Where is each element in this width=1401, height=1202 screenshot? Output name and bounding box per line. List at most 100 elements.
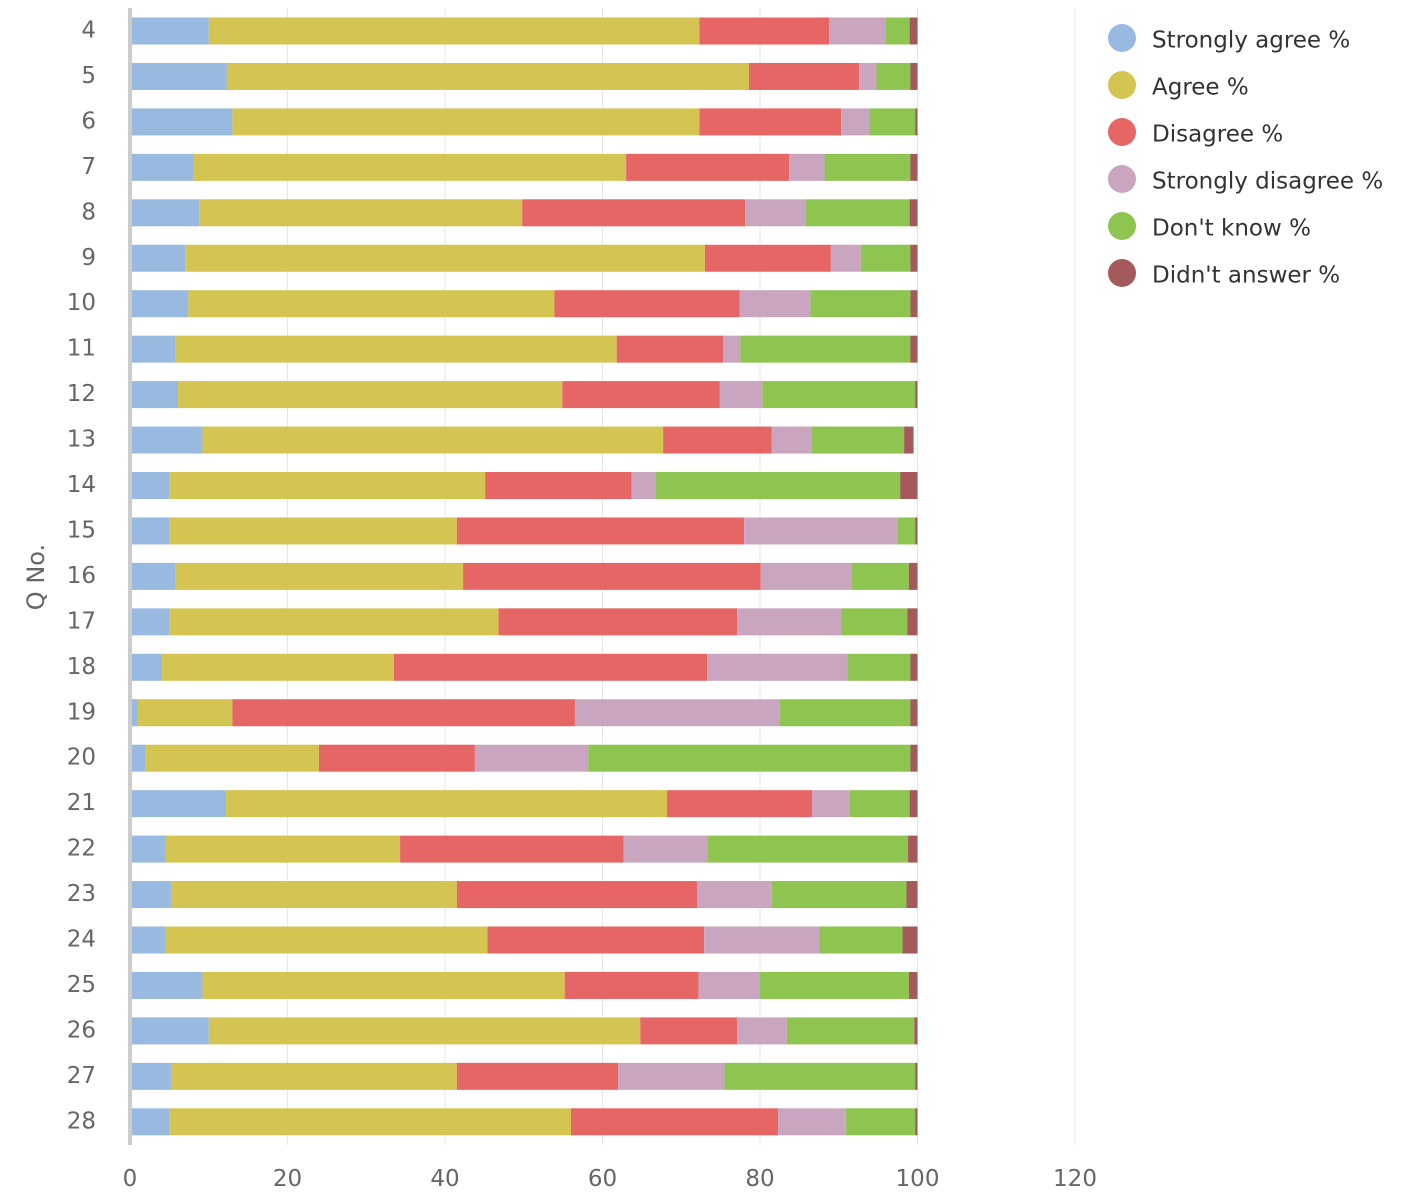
bar-segment — [908, 971, 918, 999]
bar-segment — [810, 290, 911, 318]
bar-segment — [487, 926, 705, 954]
x-tick-label: 100 — [896, 1166, 940, 1192]
bar-segment — [876, 62, 911, 90]
bar-segment — [161, 653, 394, 681]
bar-segment — [130, 1108, 170, 1136]
bar-segment — [145, 744, 319, 772]
bar-segment — [744, 517, 898, 545]
bar-segment — [841, 608, 908, 636]
bar-segment — [762, 381, 916, 409]
bar-segment — [739, 290, 811, 318]
bar-segment — [175, 335, 617, 363]
bar-segment — [902, 926, 918, 954]
bar-segment — [165, 926, 488, 954]
bar-segment — [699, 17, 830, 45]
bar-segment — [897, 517, 916, 545]
bar-segment — [208, 17, 700, 45]
bar-segment — [886, 17, 910, 45]
bar-segment — [319, 744, 475, 772]
y-tick-label: 7 — [81, 154, 96, 180]
bar-segment — [137, 699, 233, 727]
bar-segment — [485, 472, 632, 499]
bar-segment — [915, 108, 918, 136]
y-tick-label: 23 — [67, 881, 96, 907]
bar-segment — [910, 244, 918, 272]
bar-segment — [130, 153, 193, 181]
legend-marker — [1108, 259, 1136, 287]
y-tick-label: 6 — [81, 108, 96, 134]
bar-segment — [719, 381, 763, 409]
bar-segment — [737, 1017, 787, 1045]
bar-segment — [771, 426, 812, 454]
bar-segment — [175, 562, 464, 590]
y-tick-label: 12 — [67, 381, 96, 407]
bar-segment — [130, 1017, 209, 1045]
bar-segment — [130, 835, 166, 863]
bar-segment — [393, 653, 708, 681]
legend: Strongly agree % Agree % Disagree % Strongl… — [1108, 24, 1383, 289]
bar-segment — [811, 426, 905, 454]
y-tick-label: 8 — [81, 199, 96, 225]
y-tick-label: 13 — [67, 427, 96, 453]
bar-segment — [130, 290, 189, 318]
y-tick-label: 14 — [67, 472, 96, 498]
bar-segment — [909, 790, 918, 818]
bar-segment — [188, 290, 555, 318]
bar-segment — [232, 108, 700, 136]
legend-label: Agree % — [1152, 75, 1249, 101]
bar-segment — [771, 881, 907, 909]
bar-segment — [859, 62, 877, 90]
legend-marker — [1108, 71, 1136, 99]
bar-segment — [841, 108, 870, 136]
bar-segment — [704, 244, 831, 272]
bar-segment — [915, 1108, 918, 1136]
y-tick-label: 20 — [67, 745, 96, 771]
bar-segment — [574, 699, 780, 727]
bar-segment — [130, 699, 138, 727]
bar-segment — [704, 926, 820, 954]
y-tick-label: 10 — [67, 290, 96, 316]
y-tick-label: 4 — [81, 18, 96, 44]
bar-segment — [130, 199, 200, 227]
bar-segment — [130, 108, 233, 136]
bar-segment — [554, 290, 740, 318]
bar-segment — [778, 1108, 846, 1136]
bar-segment — [740, 335, 911, 363]
x-tick-label: 60 — [588, 1166, 617, 1192]
bar-segment — [626, 153, 790, 181]
bar-segment — [914, 1017, 918, 1045]
bar-segment — [170, 1062, 457, 1090]
bar-segment — [900, 472, 918, 499]
bar-segment — [849, 790, 910, 818]
bar-segment — [910, 153, 918, 181]
y-tick-label: 22 — [67, 836, 96, 862]
legend-label: Didn't answer % — [1152, 263, 1340, 289]
bar-segment — [232, 699, 575, 727]
x-tick-label: 0 — [123, 1166, 138, 1192]
bar-segment — [130, 608, 170, 636]
legend-label: Disagree % — [1152, 122, 1283, 148]
bar-segment — [130, 17, 209, 45]
bar-segment — [915, 1062, 918, 1090]
bar-segment — [909, 17, 918, 45]
legend-marker — [1108, 118, 1136, 146]
bar-segment — [830, 244, 861, 272]
bar-segment — [130, 381, 179, 409]
y-tick-label: 27 — [67, 1063, 96, 1089]
bar-segment — [169, 472, 486, 499]
bar-segment — [226, 790, 668, 818]
bar-segment — [562, 381, 720, 409]
bar-segment — [618, 1062, 725, 1090]
y-tick-label: 17 — [67, 608, 96, 634]
y-axis-title: Q No. — [22, 544, 50, 610]
y-tick-label: 15 — [67, 517, 96, 543]
bar-segment — [456, 517, 745, 545]
bar-segment — [722, 335, 741, 363]
axes: 0 20 40 60 80 100 120 4 5 6 7 8 9 10 11 12 13 14 15 16 17 18 1… — [67, 8, 1097, 1192]
x-tick-label: 20 — [273, 1166, 302, 1192]
bar-segment — [588, 744, 911, 772]
bar-segment — [165, 835, 401, 863]
legend-label: Strongly agree % — [1152, 28, 1350, 54]
y-tick-label: 21 — [67, 790, 96, 816]
